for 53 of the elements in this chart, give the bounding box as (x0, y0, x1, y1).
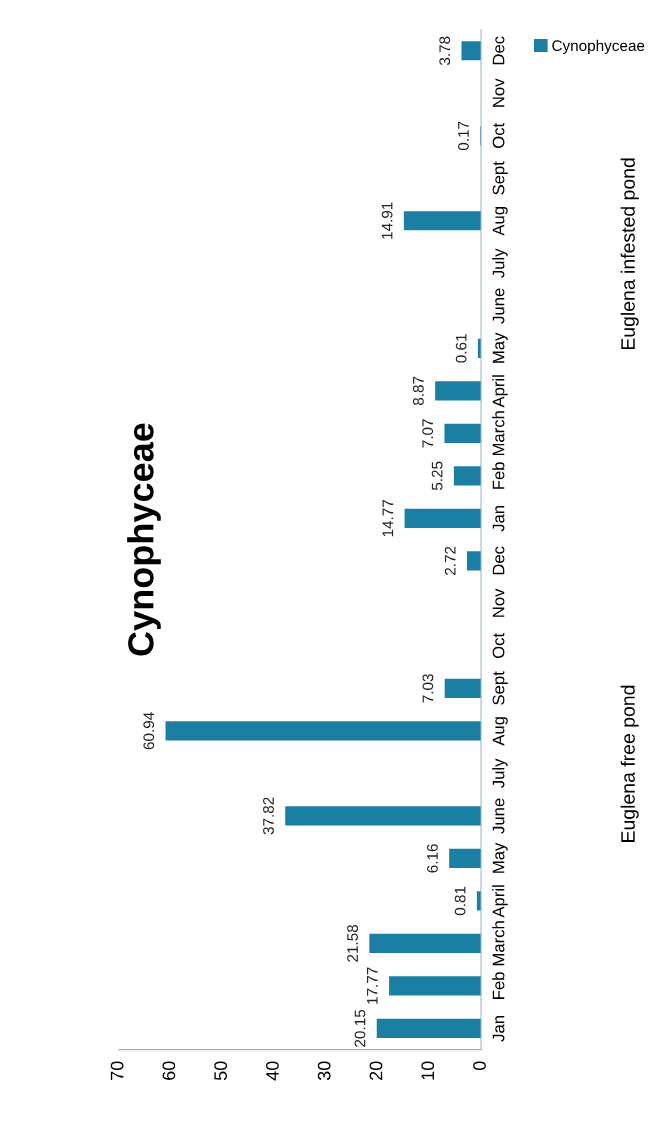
y-tick-label: Nov (492, 588, 505, 617)
x-tick-label: 20 (369, 1061, 383, 1080)
x-tick-label: 70 (110, 1061, 124, 1080)
data-label: 0.81 (454, 886, 466, 916)
y-tick-label: Oct (492, 633, 505, 659)
data-label: 8.87 (412, 376, 424, 406)
y-tick-label: April (492, 885, 508, 918)
y-tick-label: Sept (492, 671, 508, 705)
y-tick-label: April (492, 375, 508, 408)
y-tick-label: May (492, 842, 508, 873)
data-label: 14.77 (382, 500, 394, 537)
x-tick-label: 40 (266, 1061, 279, 1081)
text: Euglena infested pond (620, 158, 639, 350)
y-tick-label: July (492, 248, 508, 278)
y-tick-label: Oct (492, 122, 505, 148)
data-label: 0.17 (458, 121, 469, 151)
data-label: 7.07 (422, 419, 434, 448)
y-tick-label: Aug (492, 207, 508, 236)
data-label: 60.94 (143, 712, 155, 750)
y-tick-label: May (492, 332, 508, 363)
y-tick-label: Feb (492, 462, 505, 489)
y-tick-label: Nov (492, 78, 505, 107)
data-label: 37.82 (263, 797, 274, 835)
x-tick-label: 50 (214, 1061, 228, 1081)
data-label: 6.16 (427, 844, 438, 873)
y-tick-label: March (492, 921, 505, 966)
y-tick-label: June (492, 798, 505, 834)
y-tick-label: Feb (492, 972, 505, 999)
y-tick-label: Aug (492, 717, 508, 746)
data-label: 20.15 (354, 1009, 366, 1047)
y-tick-label: Sept (492, 161, 508, 195)
data-label: 3.78 (439, 36, 451, 66)
x-tick-label: 10 (421, 1061, 435, 1080)
data-label: 7.03 (422, 674, 434, 703)
text: Cynophyceae (127, 423, 161, 656)
y-tick-label: July (492, 758, 508, 788)
text: Euglena free pond (620, 685, 639, 842)
data-label: 2.72 (444, 546, 456, 575)
x-tick-label: 0 (473, 1061, 486, 1071)
x-tick-label: 30 (317, 1061, 331, 1081)
legend-label: Cynophyceae (552, 39, 645, 55)
y-tick-label: June (492, 288, 505, 324)
x-tick-label: 60 (162, 1061, 176, 1080)
data-label: 17.77 (367, 967, 378, 1004)
data-label: 21.58 (347, 924, 358, 962)
y-tick-label: Jan (492, 505, 505, 532)
y-tick-label: Jan (492, 1016, 505, 1042)
y-tick-label: March (492, 411, 505, 456)
y-tick-label: Dec (492, 36, 505, 65)
data-label: 0.61 (455, 334, 467, 363)
data-label: 14.91 (381, 202, 393, 239)
data-label: 5.25 (431, 461, 443, 491)
y-tick-label: Dec (492, 546, 505, 575)
